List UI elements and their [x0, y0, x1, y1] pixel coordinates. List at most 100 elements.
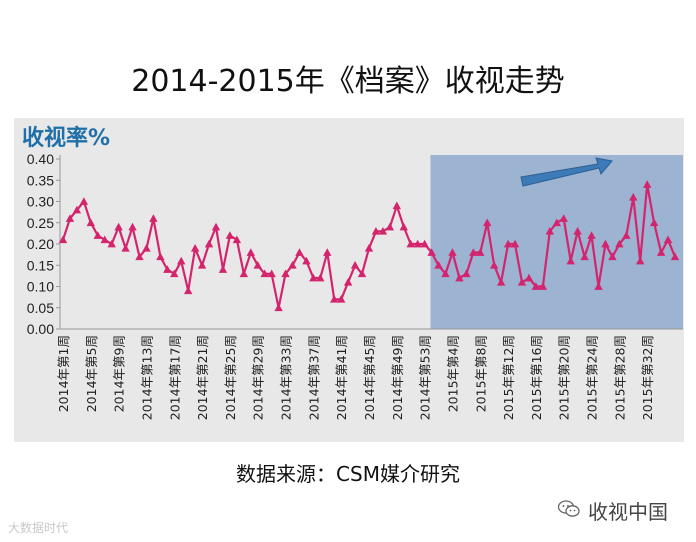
data-point-marker — [483, 218, 492, 227]
data-point-marker — [218, 265, 228, 273]
data-point-marker — [336, 295, 346, 303]
x-tick-label: 2015年第4周 — [445, 335, 460, 412]
data-point-marker — [538, 282, 548, 290]
data-point-marker — [330, 295, 339, 303]
data-point-marker — [58, 235, 68, 244]
data-point-marker — [350, 261, 360, 269]
data-point-marker — [72, 205, 82, 214]
data-point-marker — [608, 252, 617, 261]
data-point-marker — [649, 218, 659, 227]
data-point-marker — [190, 244, 200, 252]
x-tick-label: 2014年第9周 — [112, 335, 127, 412]
data-point-marker — [197, 261, 207, 269]
brand-mark: 收视中国 — [557, 496, 668, 525]
data-point-marker — [281, 269, 290, 278]
data-point-marker — [114, 222, 123, 231]
x-tick-label: 2015年第8周 — [473, 335, 488, 412]
data-point-marker — [121, 244, 130, 252]
x-tick-label: 2014年第25周 — [223, 335, 238, 420]
data-point-marker — [503, 239, 513, 248]
data-point-marker — [455, 273, 464, 282]
data-point-marker — [260, 269, 269, 278]
data-point-marker — [163, 265, 172, 273]
y-tick-label: 0.30 — [27, 194, 54, 210]
x-tick-label: 2015年第28周 — [612, 335, 627, 420]
data-point-marker — [629, 193, 638, 201]
data-point-marker — [517, 278, 527, 286]
data-point-marker — [246, 248, 255, 256]
x-tick-label: 2014年第45周 — [362, 335, 377, 420]
data-point-marker — [309, 273, 318, 282]
x-tick-label: 2014年第37周 — [306, 335, 321, 420]
data-point-marker — [316, 273, 325, 282]
data-point-marker — [489, 261, 499, 269]
data-point-marker — [267, 269, 276, 278]
data-point-marker — [670, 252, 680, 261]
data-point-marker — [441, 269, 450, 278]
data-point-marker — [288, 261, 297, 269]
x-tick-label: 2014年第21周 — [195, 335, 210, 420]
data-point-marker — [204, 239, 214, 248]
data-point-marker — [385, 222, 395, 231]
data-point-marker — [232, 235, 242, 244]
data-source-note: 数据来源：CSM媒介研究 — [236, 462, 460, 486]
data-point-marker — [225, 231, 235, 239]
y-tick-label: 0.35 — [27, 172, 54, 188]
data-point-marker — [406, 239, 415, 248]
y-tick-label: 0.05 — [27, 300, 54, 316]
data-point-marker — [239, 269, 249, 278]
data-point-marker — [135, 252, 144, 261]
x-tick-label: 2014年第49周 — [390, 335, 405, 420]
y-tick-label: 0.15 — [27, 257, 54, 273]
data-point-marker — [378, 227, 388, 235]
data-point-marker — [524, 273, 534, 282]
data-point-marker — [65, 214, 75, 222]
x-tick-label: 2015年第32周 — [640, 335, 655, 420]
data-point-marker — [663, 235, 673, 244]
data-point-marker — [615, 239, 624, 248]
data-point-marker — [107, 239, 116, 248]
y-tick-label: 0.40 — [27, 151, 54, 167]
data-point-marker — [371, 227, 381, 235]
data-point-marker — [559, 214, 568, 222]
data-point-marker — [170, 269, 179, 278]
y-tick-label: 0.20 — [27, 236, 54, 252]
data-point-marker — [399, 222, 408, 231]
data-point-marker — [476, 248, 485, 256]
data-point-marker — [177, 256, 186, 265]
data-point-marker — [434, 261, 443, 269]
data-point-marker — [364, 244, 374, 252]
data-point-marker — [601, 239, 610, 248]
x-tick-label: 2014年第17周 — [167, 335, 182, 420]
data-point-marker — [462, 269, 471, 278]
data-point-marker — [566, 256, 575, 265]
data-point-marker — [392, 201, 402, 210]
watermark-text: 大数据时代 — [8, 521, 69, 535]
data-point-marker — [656, 248, 666, 256]
data-point-marker — [323, 248, 332, 256]
data-point-marker — [253, 261, 262, 269]
data-point-marker — [343, 278, 353, 286]
x-tick-label: 2014年第33周 — [279, 335, 294, 420]
y-tick-label: 0.25 — [27, 215, 54, 231]
wechat-icon — [557, 499, 580, 523]
data-point-marker — [496, 278, 506, 286]
x-tick-label: 2015年第12周 — [501, 335, 516, 420]
x-tick-label: 2014年第41周 — [334, 335, 349, 420]
highlight-region-2015 — [430, 155, 683, 329]
data-point-marker — [531, 282, 541, 290]
data-point-marker — [573, 227, 582, 235]
data-point-marker — [636, 256, 645, 265]
data-point-marker — [183, 286, 193, 295]
data-point-marker — [86, 218, 96, 227]
data-point-marker — [156, 252, 165, 261]
x-tick-label: 2014年第29周 — [251, 335, 266, 420]
chart-title: 2014-2015年《档案》收视走势 — [131, 64, 565, 99]
y-tick-label: 0.00 — [27, 321, 54, 337]
data-point-marker — [274, 303, 283, 312]
data-point-marker — [149, 214, 158, 222]
data-point-marker — [357, 269, 367, 278]
x-tick-label: 2015年第16周 — [529, 335, 544, 420]
data-point-marker — [413, 239, 422, 248]
data-point-marker — [469, 248, 478, 256]
